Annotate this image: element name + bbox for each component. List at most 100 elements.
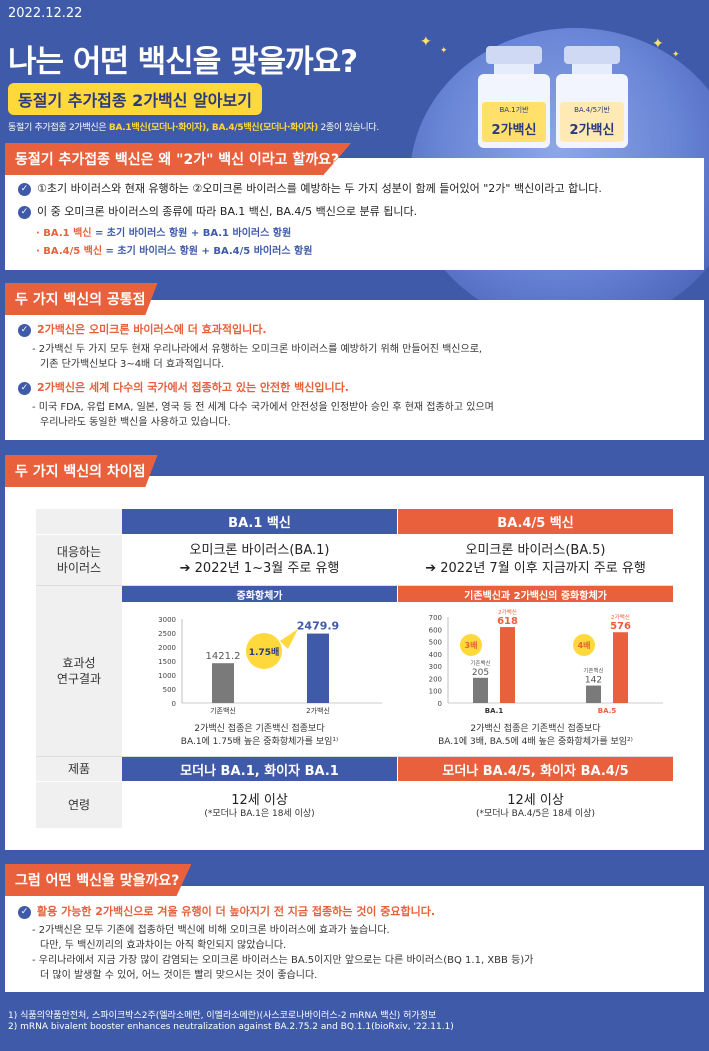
row-label-age: 연령 (36, 782, 122, 828)
annotation-arrow (280, 629, 298, 649)
bar-bivalent (307, 633, 329, 703)
x-tick-label: 2가백신 (306, 706, 330, 715)
row-label-product: 제품 (36, 757, 122, 781)
vial-ba1-big-label: 2가백신 (491, 123, 537, 138)
sparkle-icon: ✦ (440, 46, 448, 56)
age-ba45-main: 12세 이상 (507, 793, 564, 809)
sec2-point2-line1: - 미국 FDA, 유럽 EMA, 일본, 영국 등 전 세계 다수 국가에서 … (32, 402, 494, 413)
sparkle-icon: ✦ (652, 36, 664, 52)
y-tick-label: 3000 (158, 616, 176, 624)
bar-value-label: 2479.9 (297, 620, 339, 633)
sec1-line1: ①초기 바이러스와 현재 유행하는 ②오미크론 바이러스를 예방하는 두 가지 … (37, 182, 602, 195)
y-tick-label: 500 (163, 686, 176, 694)
product-ba1: 모더나 BA.1, 화이자 BA.1 (122, 757, 397, 781)
sec2-point1-head: 2가백신은 오미크론 바이러스에 더 효과적입니다. (37, 323, 267, 336)
product-ba45: 모더나 BA.4/5, 화이자 BA.4/5 (398, 757, 673, 781)
y-tick-label: 1000 (158, 672, 176, 680)
section-why-bivalent (5, 158, 704, 270)
date: 2022.12.22 (8, 6, 83, 21)
y-tick-label: 0 (438, 700, 442, 708)
sec4-line3: - 우리나라에서 지금 가장 많이 감염되는 오미크론 바이러스는 BA.5이지… (32, 955, 534, 966)
annotation-label: 1.75배 (249, 646, 280, 658)
sec1-line2: 이 중 오미크론 바이러스의 종류에 따라 BA.1 백신, BA.4/5 백신… (37, 205, 418, 218)
bar-value-label: 142 (585, 676, 602, 686)
vial-ba45-small-label: BA.4/5기반 (574, 106, 610, 114)
chart1-note-line2: BA.1에 1.75배 높은 중화항체가를 보임¹⁾ (180, 737, 339, 747)
section-differences-title: 두 가지 백신의 차이점 (5, 455, 158, 487)
check-icon: ✓ (18, 905, 31, 919)
sec1-sub1-eq: = 초기 바이러스 항원 + BA.1 바이러스 항원 (91, 228, 292, 239)
vial-ba45-illustration: BA.4/5기반 2가백신 (556, 46, 628, 148)
col-header-ba45: BA.4/5 백신 (398, 509, 673, 534)
sparkle-icon: ✦ (420, 34, 432, 50)
section-which-vaccine (5, 886, 704, 992)
section-which-vaccine-title: 그럼 어떤 백신을 맞을까요? (5, 864, 192, 896)
y-tick-label: 0 (172, 700, 176, 708)
x-tick-label: 기존백신 (210, 706, 236, 715)
chart2-note: 2가백신 접종은 기존백신 접종보다 BA.1에 3배, BA.5에 4배 높은… (398, 717, 673, 755)
sec2-point2-line2: 우리나라도 동일한 백신을 사용하고 있습니다. (40, 417, 231, 428)
y-tick-label: 500 (429, 639, 442, 647)
footnote-2: 2) mRNA bivalent booster enhances neutra… (8, 1022, 454, 1032)
bar-BA1-bivalent (500, 627, 515, 703)
x-tick-label: BA.1 (485, 707, 504, 715)
bar-BA1-existing (473, 677, 488, 703)
bar-existing (212, 663, 234, 703)
check-icon: ✓ (18, 182, 31, 196)
table-corner (36, 509, 122, 534)
virus-ba45: 오미크론 바이러스(BA.5) ➔ 2022년 7월 이후 지금까지 주로 유행 (398, 535, 673, 585)
y-tick-label: 100 (429, 688, 442, 696)
bar-value-label: 576 (610, 621, 631, 632)
annotation-label: 4배 (578, 640, 591, 650)
sparkle-icon: ✦ (672, 50, 680, 60)
sec2-point1-line2: 기존 단가백신보다 3~4배 더 효과적입니다. (40, 359, 225, 370)
sec4-head: 활용 가능한 2가백신으로 겨울 유행이 더 높아지기 전 지금 접종하는 것이… (37, 905, 436, 918)
footnote-1: 1) 식품의약품안전처, 스파이크박스2주(엘라소메란, 이멜라소메란)(사스코… (8, 1011, 437, 1021)
sec1-sub2-eq: = 초기 바이러스 항원 + BA.4/5 바이러스 항원 (102, 246, 313, 257)
vial-ba45-big-label: 2가백신 (569, 123, 615, 138)
sec4-line1: - 2가백신은 모두 기존에 접종하던 백신에 비해 오미크론 바이러스에 효과… (32, 925, 390, 936)
row-label-efficacy: 효과성 연구결과 (36, 586, 122, 756)
y-tick-label: 600 (429, 626, 442, 634)
annotation-badge (573, 634, 595, 656)
sec1-sub1-name: · BA.1 백신 (36, 228, 92, 239)
y-tick-label: 700 (429, 614, 442, 622)
y-tick-label: 300 (429, 663, 442, 671)
virus-ba45-name: 오미크론 바이러스(BA.5) (465, 542, 606, 558)
chart1-title: 중화항체가 (122, 586, 397, 602)
page-subtitle: 동절기 추가접종 2가백신 알아보기 (8, 83, 262, 115)
bar-BA5-existing (586, 685, 601, 703)
y-tick-label: 1500 (158, 658, 176, 666)
check-icon: ✓ (18, 205, 31, 219)
annotation-badge (460, 634, 482, 656)
sec2-point1-line1: - 2가백신 두 가지 모두 현재 우리나라에서 유행하는 오미크론 바이러스를… (32, 344, 483, 355)
section-why-bivalent-title: 동절기 추가접종 백신은 왜 "2가" 백신 이라고 할까요? (5, 143, 352, 175)
series-name-label: 2가백신 (498, 608, 517, 616)
col-header-ba1: BA.1 백신 (122, 509, 397, 534)
series-name-label: 2가백신 (611, 613, 630, 621)
vial-ba1-small-label: BA.1기반 (499, 106, 529, 114)
section-common-title: 두 가지 백신의 공통점 (5, 283, 158, 315)
chart2-title: 기존백신과 2가백신의 중화항체가 (398, 586, 673, 602)
sec4-line2: 다만, 두 백신끼리의 효과차이는 아직 확인되지 않았습니다. (40, 940, 287, 951)
check-icon: ✓ (18, 381, 31, 395)
sec2-point2-head: 2가백신은 세계 다수의 국가에서 접종하고 있는 안전한 백신입니다. (37, 381, 349, 394)
vial-ba1-illustration: BA.1기반 2가백신 (478, 46, 550, 148)
bar-value-label: 618 (497, 616, 518, 627)
check-icon: ✓ (18, 323, 31, 337)
y-tick-label: 2500 (158, 630, 176, 638)
annotation-label: 3배 (465, 640, 478, 650)
section-common (5, 300, 704, 440)
age-ba1-main: 12세 이상 (231, 793, 288, 809)
chart-ba45-neutralization: 0100200300400500600700기존백신2052가백신618BA.1… (429, 608, 663, 715)
age-ba45: 12세 이상 (*모더나 BA.4/5은 18세 이상) (398, 782, 673, 828)
age-ba1: 12세 이상 (*모더나 BA.1은 18세 이상) (122, 782, 397, 828)
annotation-badge (246, 633, 282, 669)
y-tick-label: 400 (429, 651, 442, 659)
x-tick-label: BA.5 (598, 707, 617, 715)
row-label-virus: 대응하는 바이러스 (36, 535, 122, 585)
virus-ba1: 오미크론 바이러스(BA.1) ➔ 2022년 1~3월 주로 유행 (122, 535, 397, 585)
chart2-note-line2: BA.1에 3배, BA.5에 4배 높은 중화항체가를 보임²⁾ (438, 737, 633, 747)
chart1-note-line1: 2가백신 접종은 기존백신 접종보다 (194, 724, 325, 735)
virus-ba45-period: ➔ 2022년 7월 이후 지금까지 주로 유행 (425, 561, 646, 576)
